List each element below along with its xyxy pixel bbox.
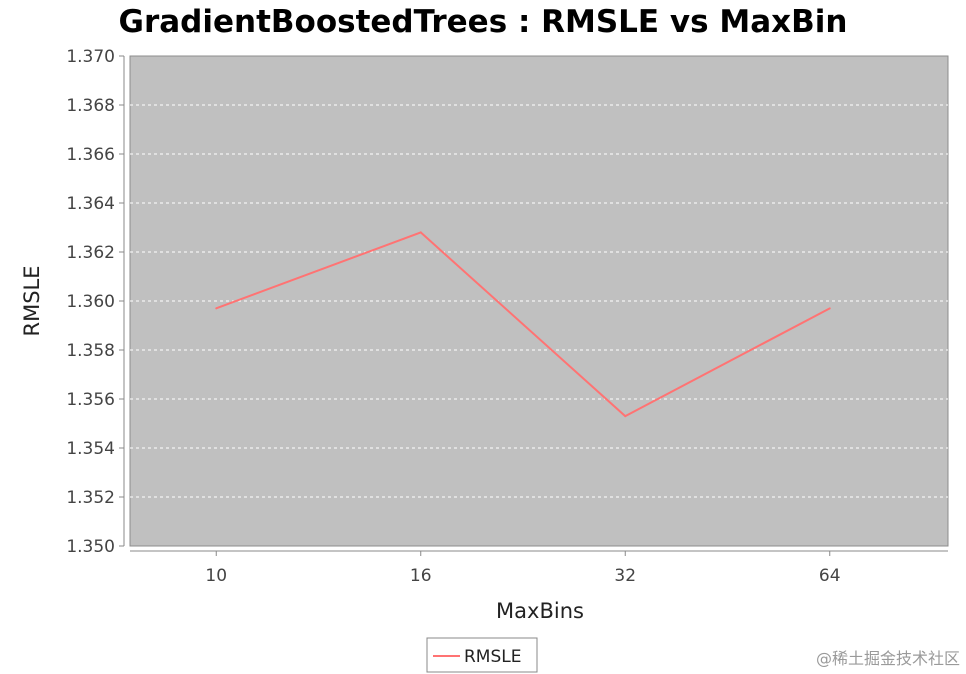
y-tick-label: 1.354: [66, 439, 115, 459]
y-tick-label: 1.356: [66, 390, 115, 410]
y-tick-label: 1.352: [66, 488, 115, 508]
grid-lines: [130, 104, 948, 498]
y-axis-label: RMSLE: [20, 265, 44, 336]
y-tick-label: 1.364: [66, 194, 115, 214]
legend: RMSLE: [426, 637, 538, 673]
watermark: @稀土掘金技术社区: [816, 649, 960, 668]
y-tick-label: 1.362: [66, 243, 115, 263]
data-point: [624, 415, 627, 418]
y-tick-label: 1.358: [66, 341, 115, 361]
y-tick-label: 1.366: [66, 145, 115, 165]
series-layer: [215, 231, 831, 418]
x-axis-ticks: 10 16 32 64: [205, 551, 841, 586]
data-point: [215, 307, 218, 310]
series-line-rmsle: [215, 231, 831, 418]
data-point: [419, 231, 422, 234]
y-tick-label: 1.350: [66, 537, 115, 557]
x-tick-label: 64: [819, 566, 841, 586]
x-tick-label: 32: [614, 566, 636, 586]
legend-label: RMSLE: [464, 647, 521, 667]
data-point: [828, 307, 831, 310]
chart-title: GradientBoostedTrees : RMSLE vs MaxBin: [119, 4, 848, 40]
y-axis-ticks: 1.350 1.352 1.354 1.356 1.358 1.360 1.362 1.364…: [66, 47, 124, 557]
y-tick-label: 1.368: [66, 96, 115, 116]
x-tick-label: 10: [205, 566, 227, 586]
x-axis-label: MaxBins: [496, 599, 584, 623]
y-tick-label: 1.360: [66, 292, 115, 312]
y-tick-label: 1.370: [66, 47, 115, 67]
x-tick-label: 16: [410, 566, 432, 586]
